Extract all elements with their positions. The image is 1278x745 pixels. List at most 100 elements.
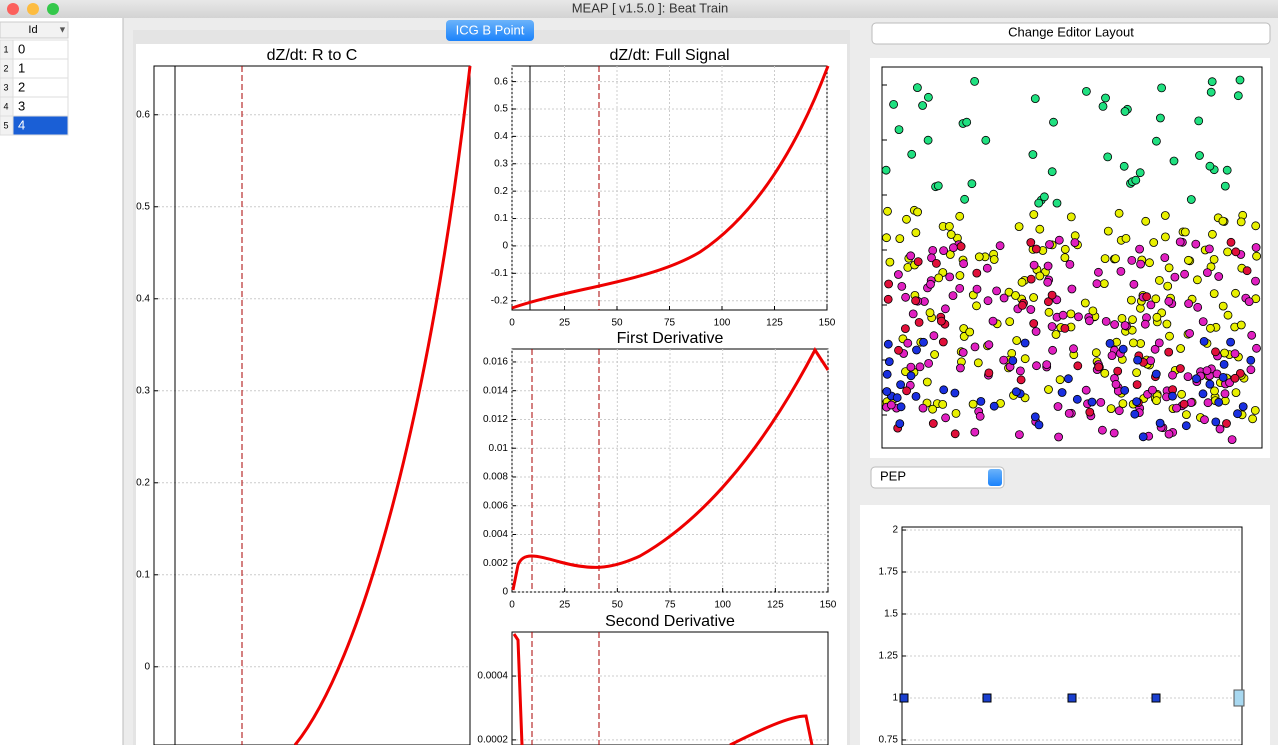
scatter-dot	[1165, 331, 1174, 341]
scatter-dot	[1164, 429, 1174, 439]
scatter-dot	[1198, 389, 1208, 399]
change-layout-button[interactable]	[871, 22, 1271, 45]
scatter-dot	[1053, 402, 1063, 411]
scatter-dot	[1103, 226, 1113, 236]
scatter-dot	[1244, 297, 1254, 307]
row-id: 4	[18, 117, 25, 132]
scatter-dot	[1218, 216, 1228, 226]
y-tick-label: 1.25	[879, 651, 899, 662]
scatter-dot	[959, 259, 968, 269]
scatter-dot	[1226, 337, 1235, 347]
x-tick-label: 150	[819, 318, 836, 329]
row-number: 4	[3, 101, 8, 111]
scatter-dot	[1060, 244, 1070, 254]
scatter-dot	[1206, 323, 1215, 333]
scatter-dot	[1191, 239, 1201, 249]
scatter-dot	[1121, 233, 1131, 243]
scatter-dot	[1145, 258, 1154, 268]
scatter-dot	[885, 257, 895, 267]
scatter-dot	[992, 286, 1001, 296]
scatter-dot	[999, 293, 1009, 303]
scatter-dot	[924, 358, 933, 368]
y-tick-label: 0.012	[483, 414, 508, 425]
scatter-dot	[965, 327, 975, 337]
scatter-dot	[972, 301, 981, 311]
scatter-dot	[906, 371, 916, 381]
scatter-dot	[976, 396, 986, 406]
minimize-button[interactable]	[27, 3, 39, 15]
scatter-dot	[1029, 210, 1039, 219]
y-tick-label: 0	[502, 587, 508, 598]
scatter-dot	[928, 419, 938, 428]
scatter-dot	[1184, 255, 1193, 265]
scatter-dot	[1034, 198, 1044, 208]
scatter-dot	[1177, 389, 1186, 399]
scatter-dot	[1082, 87, 1091, 96]
scatter-dot	[1250, 405, 1260, 415]
scatter-dot	[1129, 279, 1139, 289]
scatter-dot	[895, 234, 905, 244]
icg-b-point-button[interactable]	[446, 20, 534, 41]
y-tick-label: 0.004	[483, 529, 508, 540]
scatter-dot	[937, 316, 946, 326]
x-tick-label: 150	[820, 600, 837, 611]
scatter-dot	[1026, 305, 1036, 314]
scatter-dot	[882, 369, 892, 379]
row-id: 3	[18, 98, 25, 113]
scatter-dot	[1151, 369, 1161, 379]
scatter-dot	[1205, 244, 1214, 254]
dropdown[interactable]	[870, 466, 1005, 489]
scatter-dot	[1164, 347, 1174, 357]
row-number: 2	[3, 63, 8, 73]
scatter-dot	[914, 317, 924, 327]
scatter-dot	[1246, 365, 1256, 375]
scatter-dot	[913, 207, 922, 217]
scatter-dot	[1251, 276, 1260, 286]
plot-title: First Derivative	[617, 330, 724, 347]
table-header[interactable]	[0, 21, 69, 39]
scatter-dot	[1107, 351, 1117, 361]
scatter-dot	[1064, 374, 1073, 384]
scatter-dot	[972, 284, 982, 294]
scatter-dot	[1175, 237, 1185, 247]
scatter-dot	[1169, 156, 1179, 166]
scatter-dot	[1042, 360, 1052, 370]
zoom-button[interactable]	[47, 3, 59, 15]
scatter-dot	[1066, 309, 1076, 319]
scatter-dot	[1231, 247, 1241, 257]
scatter-dot	[951, 408, 961, 418]
scatter-dot	[1218, 301, 1228, 311]
scatter-dot	[1094, 362, 1104, 372]
scatter-dot	[922, 377, 932, 387]
scatter-dot	[1168, 370, 1177, 380]
scatter-dot	[1054, 432, 1063, 442]
scatter-dot	[894, 345, 903, 355]
scatter-dot	[1065, 259, 1075, 269]
scatter-dot	[1180, 269, 1189, 279]
scatter-dot	[1142, 292, 1152, 302]
sort-arrow: ▼	[58, 24, 67, 34]
scatter-dot	[1230, 349, 1240, 359]
scatter-dot	[1129, 338, 1138, 348]
plot-title: dZ/dt: Full Signal	[609, 47, 729, 64]
scatter-dot	[1080, 298, 1090, 308]
scatter-dot	[973, 358, 983, 368]
scatter-dot	[884, 357, 894, 367]
scatter-dot	[1141, 216, 1151, 226]
close-button[interactable]	[7, 3, 19, 15]
scatter-dot	[1242, 266, 1252, 276]
y-tick-label: 1	[892, 693, 898, 704]
scatter-dot	[882, 233, 891, 243]
scatter-dot	[1231, 288, 1240, 298]
y-tick-label: 0.4	[136, 293, 150, 304]
y-tick-label: 0.3	[136, 385, 150, 396]
scatter-dot	[974, 252, 984, 262]
scatter-dot	[1110, 320, 1119, 329]
scatter-dot	[1152, 396, 1161, 406]
scatter-dot	[1118, 399, 1128, 409]
scatter-dot	[883, 339, 893, 349]
scatter-dot	[1035, 224, 1045, 234]
scatter-dot	[1180, 227, 1190, 237]
